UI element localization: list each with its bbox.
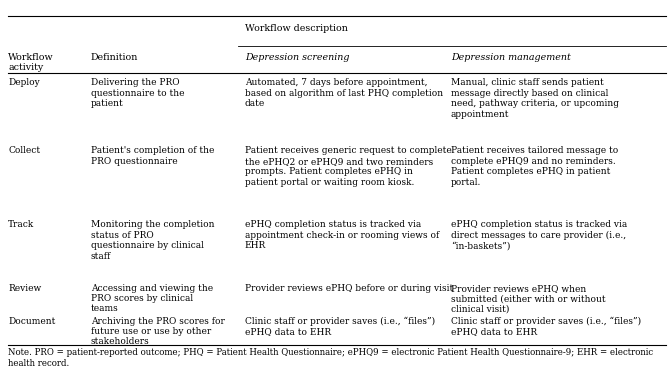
Text: Collect: Collect	[8, 146, 40, 156]
Text: Manual, clinic staff sends patient
message directly based on clinical
need, path: Manual, clinic staff sends patient messa…	[451, 78, 619, 119]
Text: Clinic staff or provider saves (i.e., “files”)
ePHQ data to EHR: Clinic staff or provider saves (i.e., “f…	[245, 317, 435, 336]
Text: Depression management: Depression management	[451, 53, 571, 62]
Text: Automated, 7 days before appointment,
based on algorithm of last PHQ completion
: Automated, 7 days before appointment, ba…	[245, 78, 443, 108]
Text: Depression screening: Depression screening	[245, 53, 350, 62]
Text: Document: Document	[8, 317, 56, 326]
Text: Provider reviews ePHQ when
submitted (either with or without
clinical visit): Provider reviews ePHQ when submitted (ei…	[451, 284, 605, 313]
Text: Definition: Definition	[91, 53, 138, 62]
Text: Monitoring the completion
status of PRO
questionnaire by clinical
staff: Monitoring the completion status of PRO …	[91, 220, 214, 261]
Text: Delivering the PRO
questionnaire to the
patient: Delivering the PRO questionnaire to the …	[91, 78, 184, 108]
Text: Accessing and viewing the
PRO scores by clinical
teams: Accessing and viewing the PRO scores by …	[91, 284, 213, 313]
Text: Patient's completion of the
PRO questionnaire: Patient's completion of the PRO question…	[91, 146, 214, 166]
Text: Deploy: Deploy	[8, 78, 40, 87]
Text: Review: Review	[8, 284, 42, 293]
Text: Patient receives tailored message to
complete ePHQ9 and no reminders.
Patient co: Patient receives tailored message to com…	[451, 146, 618, 187]
Text: Note. PRO = patient-reported outcome; PHQ = Patient Health Questionnaire; ePHQ9 : Note. PRO = patient-reported outcome; PH…	[8, 348, 653, 366]
Text: Provider reviews ePHQ before or during visit: Provider reviews ePHQ before or during v…	[245, 284, 453, 293]
Text: Track: Track	[8, 220, 34, 229]
Text: Workflow
activity: Workflow activity	[8, 53, 54, 72]
Text: ePHQ completion status is tracked via
direct messages to care provider (i.e.,
“i: ePHQ completion status is tracked via di…	[451, 220, 627, 250]
Text: ePHQ completion status is tracked via
appointment check-in or rooming views of
E: ePHQ completion status is tracked via ap…	[245, 220, 439, 250]
Text: Clinic staff or provider saves (i.e., “files”)
ePHQ data to EHR: Clinic staff or provider saves (i.e., “f…	[451, 317, 641, 336]
Text: Workflow description: Workflow description	[245, 24, 348, 33]
Text: Archiving the PRO scores for
future use or use by other
stakeholders: Archiving the PRO scores for future use …	[91, 317, 225, 346]
Text: Patient receives generic request to complete
the ePHQ2 or ePHQ9 and two reminder: Patient receives generic request to comp…	[245, 146, 452, 187]
